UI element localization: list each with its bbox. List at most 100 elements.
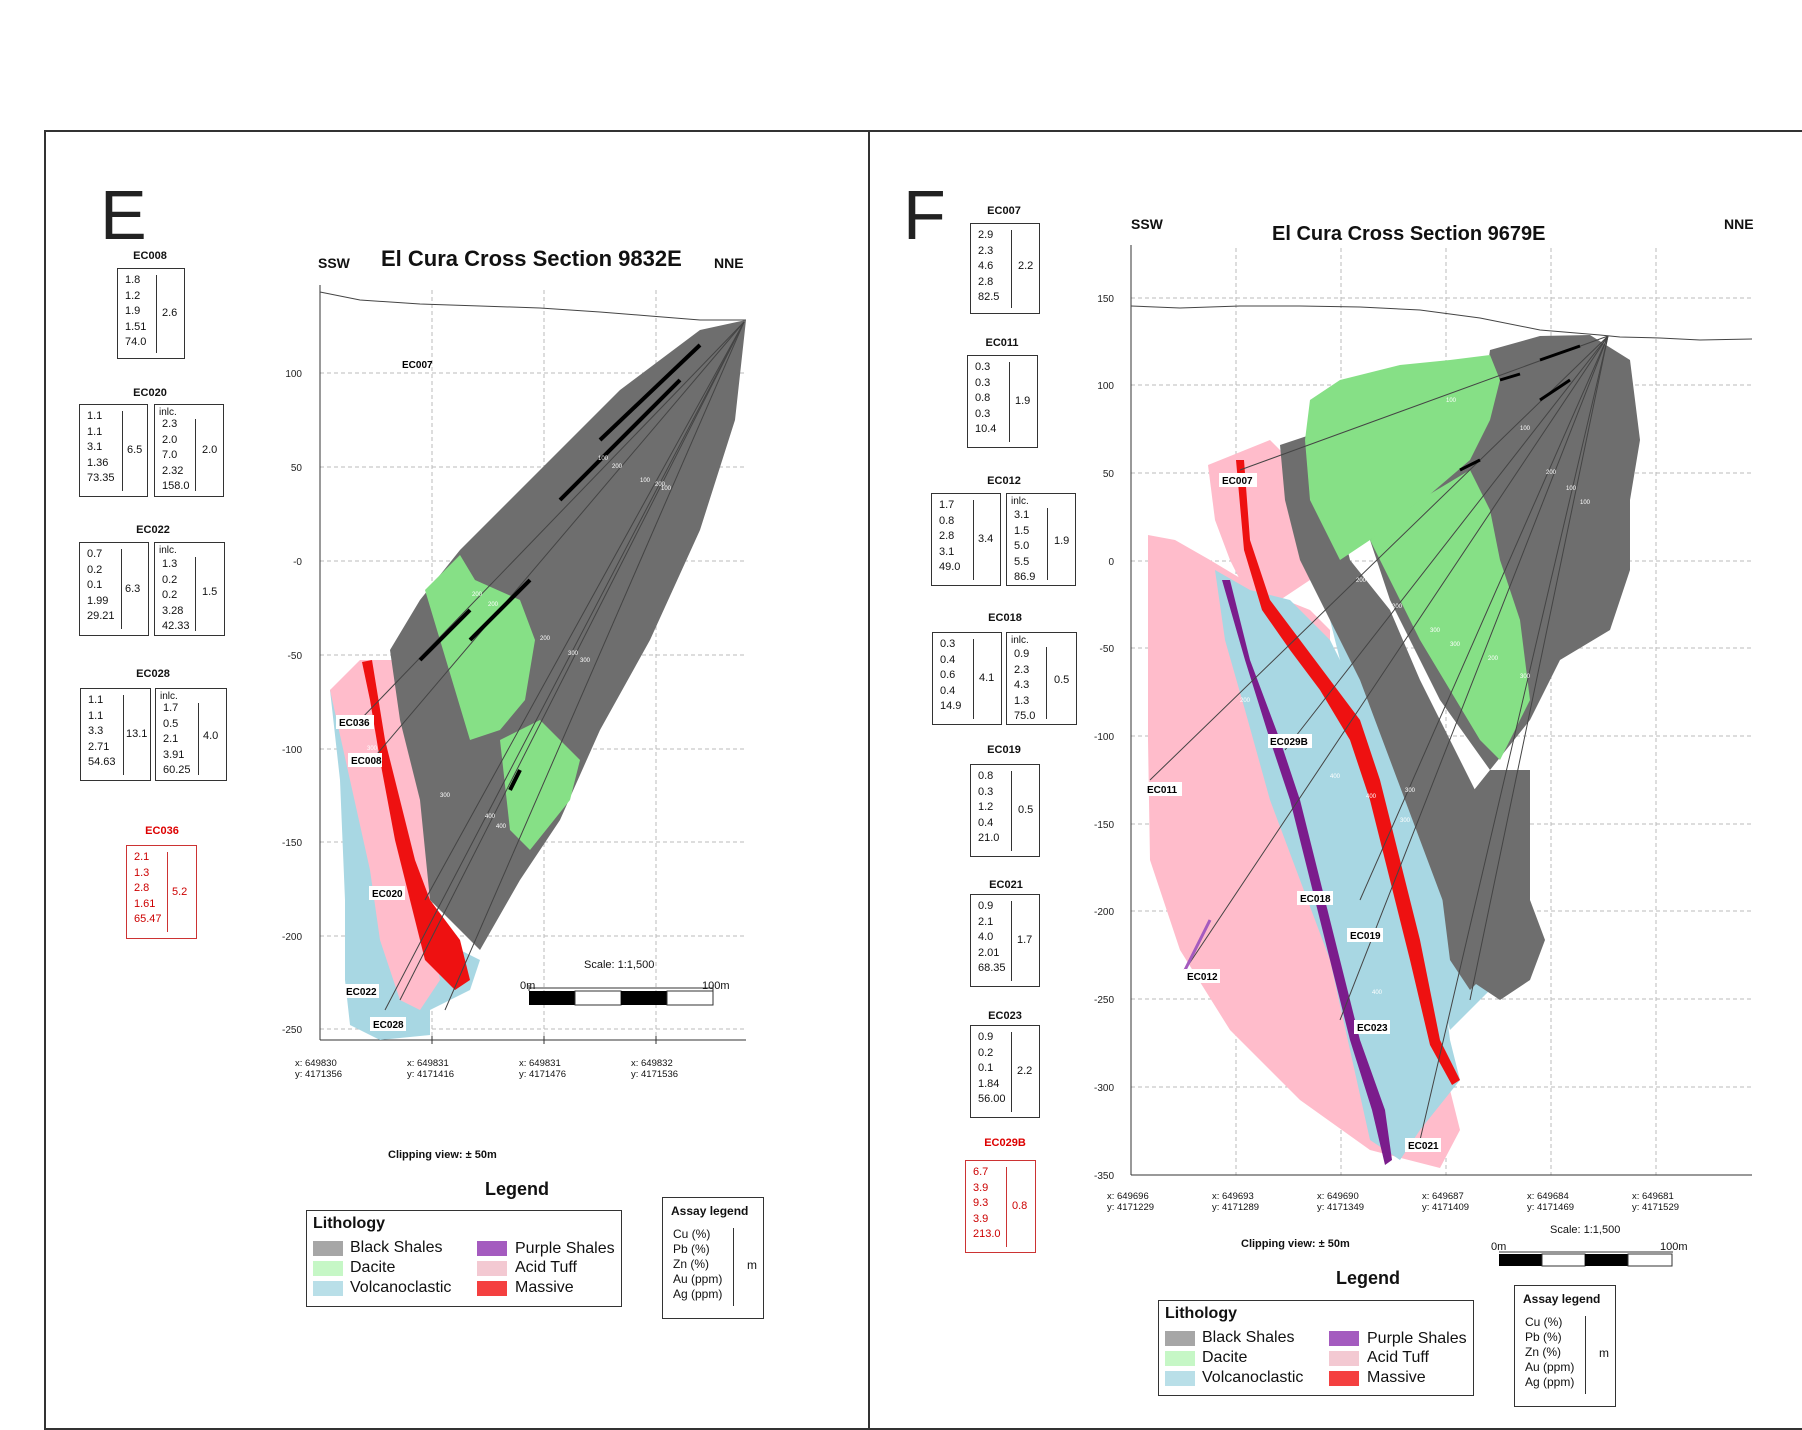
depth-mark: 300 <box>580 658 591 664</box>
panel-e-y-tick-labels: 100 50 -0 -50 -100 -150 -200 -250 <box>282 369 302 1036</box>
hole-label: EC007 <box>402 360 433 371</box>
assay-length: 0.5 <box>1054 674 1070 686</box>
panel-f-clipping-view: Clipping view: ± 50m <box>1241 1238 1350 1250</box>
panel-f-scale-start: 0m <box>1491 1241 1507 1253</box>
assay-box: 1.7 0.8 2.8 3.1 49.0 3.4 <box>931 493 1001 586</box>
depth-mark: 100 <box>598 456 609 462</box>
depth-mark: 100 <box>1446 398 1457 404</box>
depth-mark: 300 <box>440 793 451 799</box>
depth-mark: 200 <box>655 482 666 488</box>
legend-swatch <box>477 1281 507 1296</box>
assay-name: EC012 <box>987 475 1021 487</box>
y-tick-label: -250 <box>1094 995 1114 1006</box>
panel-e-scale-bar <box>528 985 714 1006</box>
panel-e-lithology-legend: Lithology Black Shales Dacite Volcanocla… <box>306 1210 622 1307</box>
depth-mark: 200 <box>488 602 499 608</box>
assay-box: 0.7 0.2 0.1 1.99 29.21 6.3 <box>79 542 149 636</box>
legend-swatch <box>313 1261 343 1276</box>
hole-label: EC020 <box>372 889 403 900</box>
depth-mark: 100 <box>661 486 672 492</box>
panel-f-hole-labels: EC007 EC011 EC029B EC018 EC019 EC012 EC0… <box>1144 473 1441 1152</box>
y-tick-label: -50 <box>288 651 303 662</box>
panel-f-coord-5: x: 649681 y: 4171529 <box>1632 1191 1680 1213</box>
legend-swatch <box>313 1281 343 1296</box>
legend-swatch <box>1329 1331 1359 1346</box>
assay-box: 6.7 3.9 9.3 3.9 213.0 0.8 <box>965 1160 1036 1253</box>
dacite-body-2 <box>1370 470 1530 760</box>
y-tick-label: 150 <box>1097 294 1114 305</box>
depth-mark: 200 <box>1488 656 1499 662</box>
depth-mark: 200 <box>1240 698 1251 704</box>
depth-mark: 100 <box>1520 426 1531 432</box>
legend-swatch <box>1329 1351 1359 1366</box>
legend-swatch <box>477 1261 507 1276</box>
depth-mark: 100 <box>1566 486 1577 492</box>
assay-length: 6.3 <box>125 583 141 595</box>
depth-mark: 200 <box>1392 604 1403 610</box>
panel-f-assay-legend: Assay legend Cu (%) Pb (%) Zn (%) Au (ppm) A… <box>1514 1285 1616 1407</box>
assay-name: EC011 <box>985 337 1019 349</box>
panel-e-letter: E <box>100 176 147 254</box>
y-tick-label: -50 <box>1100 644 1115 655</box>
purple-shales-trace <box>1183 919 1212 971</box>
y-tick-label: -100 <box>282 745 302 756</box>
legend-swatch <box>477 1241 507 1256</box>
y-tick-label: -250 <box>282 1025 302 1036</box>
panel-e-cross-section: 100 50 -0 -50 -100 -150 -200 -250 100 20… <box>282 285 746 1044</box>
legend-swatch <box>1165 1371 1195 1386</box>
panel-f-coord-1: x: 649693 y: 4171289 <box>1212 1191 1260 1213</box>
depth-mark: 300 <box>1400 818 1411 824</box>
topography-line <box>319 291 746 321</box>
assay-length: 1.7 <box>1017 934 1033 946</box>
assay-box: 0.3 0.3 0.8 0.3 10.4 1.9 <box>967 355 1038 448</box>
assay-box-incl: inlc. 0.9 2.3 4.3 1.3 75.0 0.5 <box>1006 632 1077 725</box>
assay-length: 1.9 <box>1015 395 1031 407</box>
panel-f-lithology-legend: Lithology Black Shales Dacite Volcanocla… <box>1158 1300 1474 1396</box>
assay-values: 1.7 0.5 2.1 3.91 60.25 <box>163 702 191 776</box>
assay-values: 2.9 2.3 4.6 2.8 82.5 <box>978 229 1000 303</box>
dacite-body-2 <box>500 720 580 850</box>
panel-e-clipping-view: Clipping view: ± 50m <box>388 1149 497 1161</box>
assay-box: 2.1 1.3 2.8 1.61 65.47 5.2 <box>126 845 197 939</box>
assay-length: 0.5 <box>1018 804 1034 816</box>
assay-values: 1.1 1.1 3.3 2.71 54.63 <box>88 694 116 768</box>
hole-label: EC018 <box>1300 894 1331 905</box>
panel-e-coord-3: x: 649832 y: 4171536 <box>631 1058 679 1080</box>
y-tick-label: -200 <box>1094 907 1114 918</box>
assay-box: 1.8 1.2 1.9 1.51 74.0 2.6 <box>117 268 185 359</box>
legend-swatch <box>1165 1331 1195 1346</box>
hole-label: EC022 <box>346 987 377 998</box>
assay-name: EC008 <box>133 250 167 262</box>
panel-f-coord-0: x: 649696 y: 4171229 <box>1107 1191 1155 1213</box>
panel-f-coord-2: x: 649690 y: 4171349 <box>1317 1191 1365 1213</box>
assay-values: 1.1 1.1 3.1 1.36 73.35 <box>87 410 115 484</box>
panel-e-scale-start: 0m <box>520 980 536 992</box>
y-tick-label: -350 <box>1094 1171 1114 1182</box>
y-tick-label: 50 <box>291 463 303 474</box>
hole-label: EC036 <box>339 718 370 729</box>
assay-box: 1.1 1.1 3.1 1.36 73.35 6.5 <box>79 404 148 497</box>
panel-f-scale-end: 100m <box>1660 1241 1688 1253</box>
assay-box-incl: inlc. 2.3 2.0 7.0 2.32 158.0 2.0 <box>154 404 224 497</box>
assay-length: 4.1 <box>979 672 995 684</box>
massive-body <box>362 660 470 990</box>
topography-line <box>1130 305 1753 341</box>
assay-values: 3.1 1.5 5.0 5.5 86.9 <box>1014 509 1036 583</box>
panel-e-dir-right: NNE <box>714 255 744 271</box>
assay-name: EC020 <box>133 387 167 399</box>
assay-name: EC022 <box>136 524 170 536</box>
panel-f-cross-section: 150 100 50 0 -50 -100 -150 -200 -250 -30… <box>1094 245 1753 1182</box>
hole-label: EC012 <box>1187 972 1218 983</box>
hole-label: EC019 <box>1350 931 1381 942</box>
y-tick-label: 50 <box>1103 469 1115 480</box>
assay-length: 2.0 <box>202 444 218 456</box>
assay-length: 3.4 <box>978 533 994 545</box>
panel-e-coord-0: x: 649830 y: 4171356 <box>295 1058 343 1080</box>
y-tick-label: -300 <box>1094 1083 1114 1094</box>
legend-swatch <box>313 1241 343 1256</box>
assay-name: EC028 <box>136 668 170 680</box>
assay-values: 1.8 1.2 1.9 1.51 74.0 <box>125 274 147 348</box>
assay-values: 2.3 2.0 7.0 2.32 158.0 <box>162 418 190 492</box>
assay-box: 0.9 2.1 4.0 2.01 68.35 1.7 <box>970 894 1040 987</box>
massive-body <box>1236 460 1460 1085</box>
